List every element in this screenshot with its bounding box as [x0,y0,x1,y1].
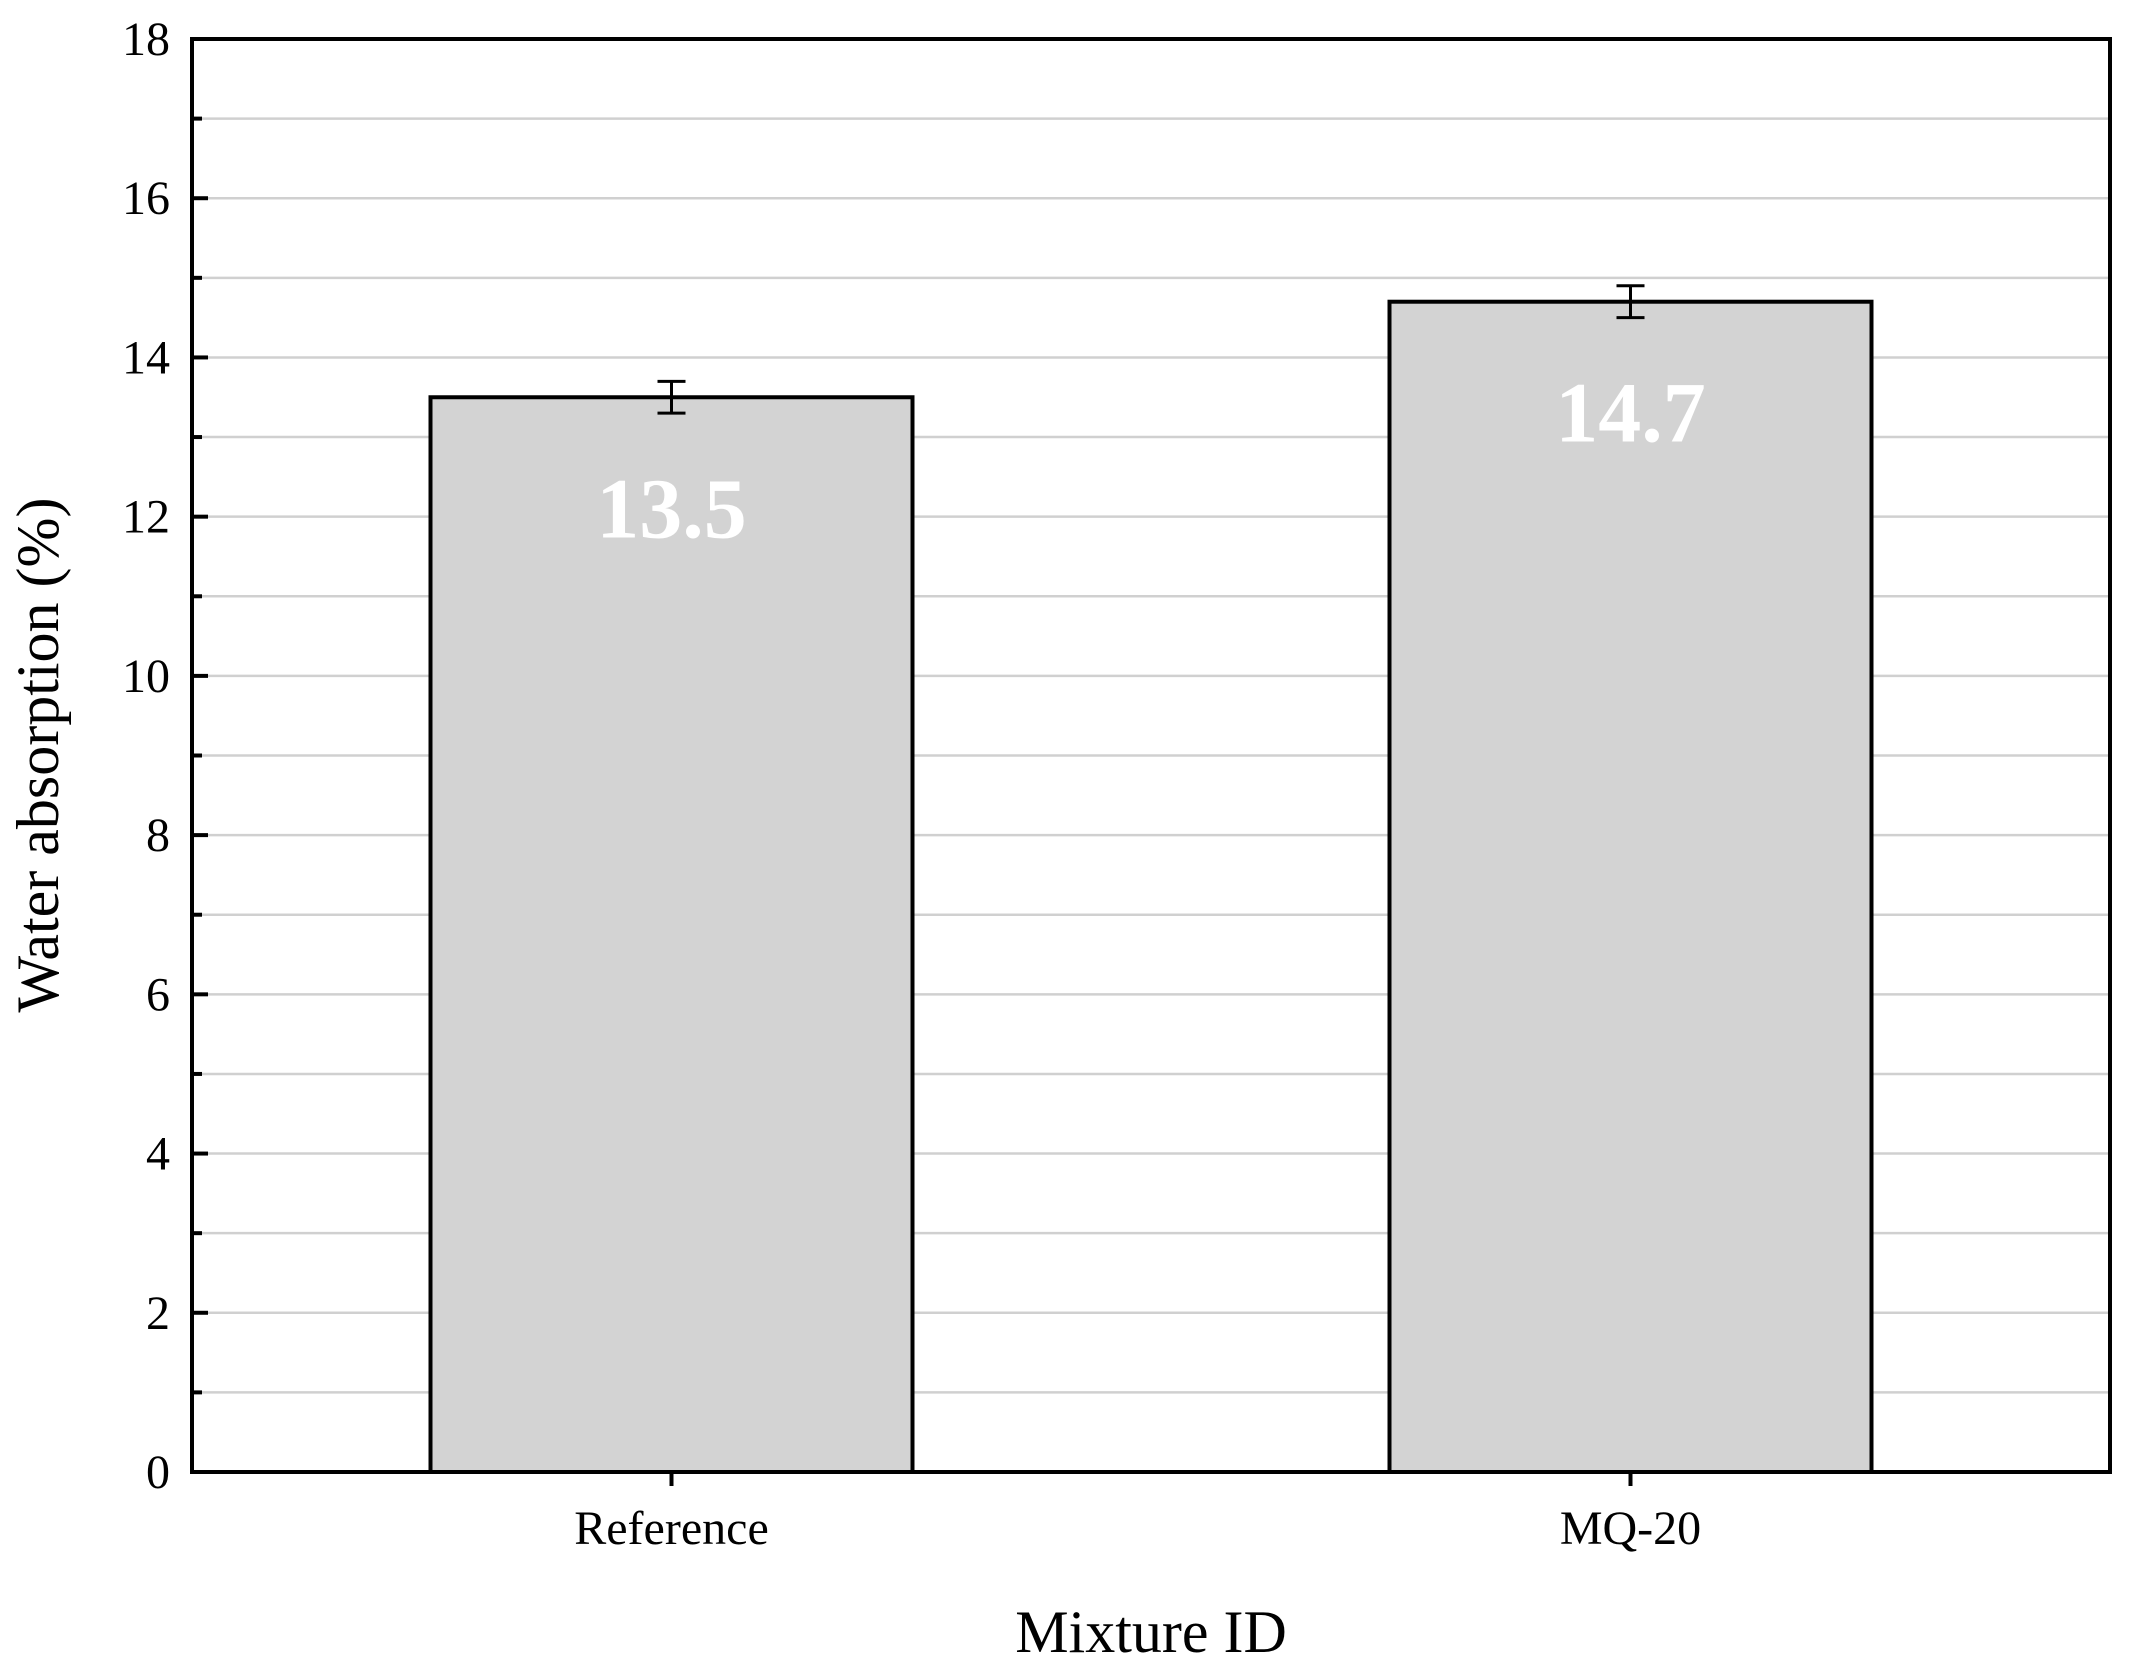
y-tick-label: 8 [146,809,170,862]
bar-reference [428,395,915,1474]
bar-value-label: 14.7 [1555,365,1706,461]
y-axis-title: Water absorption (%) [5,498,71,1013]
y-axis-ticks: 0 2 4 6 8 10 12 14 16 18 [122,13,208,1499]
x-tick-label: Reference [574,1502,769,1555]
x-axis-tick-labels: Reference MQ-20 [574,1472,1701,1555]
y-tick-label: 0 [146,1446,170,1499]
bar-mq-20 [1387,299,1874,1474]
y-tick-label: 4 [146,1128,170,1181]
bars: 13.5 14.7 [428,284,1874,1474]
y-tick-label: 12 [122,491,170,544]
x-axis-title: Mixture ID [1015,1599,1287,1659]
bar-value-label: 13.5 [596,460,747,556]
y-tick-label: 16 [122,172,170,225]
y-tick-label: 6 [146,968,170,1021]
y-tick-label: 18 [122,13,170,66]
y-tick-label: 10 [122,650,170,703]
y-tick-label: 14 [122,331,170,384]
y-tick-label: 2 [146,1287,170,1340]
x-tick-label: MQ-20 [1560,1502,1701,1555]
